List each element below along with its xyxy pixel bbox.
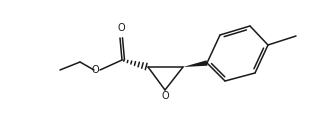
Polygon shape xyxy=(183,60,207,67)
Text: O: O xyxy=(161,91,169,101)
Text: O: O xyxy=(91,65,99,75)
Text: O: O xyxy=(117,23,125,33)
